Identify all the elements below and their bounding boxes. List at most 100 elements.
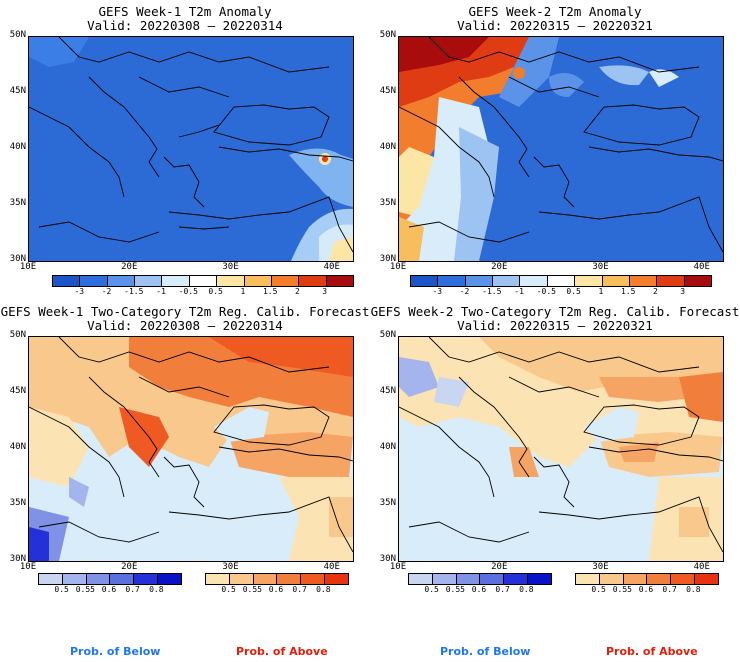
panel1-anomaly-tick: -1.5 <box>124 287 144 296</box>
colorbar-swatch <box>217 276 245 286</box>
panel4-coastlines <box>399 337 723 553</box>
colorbar-swatch <box>53 276 81 286</box>
panel3-below-colorbar <box>38 573 182 585</box>
colorbar-swatch <box>602 276 630 286</box>
panel4-below-tick: 0.7 <box>495 585 510 594</box>
panel3-lon-label: 30E <box>222 562 239 572</box>
colorbar-swatch <box>684 276 711 286</box>
panel2-map <box>398 36 724 262</box>
panel3-below-tick: 0.55 <box>75 585 95 594</box>
panel1-title: GEFS Week-1 T2m Anomaly <box>98 4 272 19</box>
colorbar-swatch <box>623 574 648 584</box>
panel4-above-colorbar <box>575 573 719 585</box>
panel4-map <box>398 336 724 562</box>
panel4-above-tick: 0.6 <box>638 585 654 594</box>
panel4-below-tick: 0.8 <box>519 585 534 594</box>
colorbar-swatch <box>206 574 230 584</box>
panel3-below-tick: 0.8 <box>149 585 164 594</box>
colorbar-swatch <box>504 574 529 584</box>
colorbar-swatch <box>299 276 327 286</box>
colorbar-swatch <box>135 276 163 286</box>
panel1-lat-label: 40N <box>9 142 26 152</box>
panel2-title: GEFS Week-2 T2m Anomaly <box>468 4 642 19</box>
colorbar-swatch <box>80 276 108 286</box>
colorbar-swatch <box>599 574 624 584</box>
panel3-below-tick: 0.5 <box>54 585 69 594</box>
panel2-anomaly-tick: -0.5 <box>536 287 556 296</box>
panel1-lon-label: 40E <box>323 262 340 272</box>
colorbar-swatch <box>229 574 254 584</box>
panel4-below-colorbar <box>408 573 552 585</box>
panel2-anomaly-tick: -3 <box>432 287 443 296</box>
panel2-anomaly-colorbar <box>410 275 712 287</box>
panel1-anomaly-colorbar <box>52 275 354 287</box>
colorbar-swatch <box>158 574 181 584</box>
panel3-below-caption: Prob. of Below <box>70 645 161 658</box>
panel4-lon-label: 30E <box>592 562 609 572</box>
colorbar-swatch <box>86 574 111 584</box>
panel4-valid: Valid: 20220315 – 20220321 <box>457 318 653 333</box>
panel3-lat-label: 45N <box>9 386 26 396</box>
panel1-lat-label: 45N <box>9 86 26 96</box>
colorbar-swatch <box>110 574 135 584</box>
panel1-lon-label: 30E <box>222 262 239 272</box>
panel4-below-tick: 0.6 <box>471 585 487 594</box>
panel4-lon-label: 10E <box>389 562 407 572</box>
panel2-lat-label: 30N <box>379 254 396 264</box>
panel4-title: GEFS Week-2 Two-Category T2m Reg. Calib.… <box>370 304 740 319</box>
panel3-above-tick: 0.7 <box>292 585 307 594</box>
panel2-lon-label: 40E <box>693 262 710 272</box>
panel1-anomaly-tick: -1 <box>156 287 166 296</box>
colorbar-swatch <box>438 276 466 286</box>
panel3-above-colorbar <box>205 573 349 585</box>
panel1-anomaly-tick: 1.5 <box>262 287 278 296</box>
panel4-below-caption: Prob. of Below <box>440 645 531 658</box>
panel4-below-tick: 0.55 <box>445 585 465 594</box>
panel2-anomaly-tick: 3 <box>680 287 686 296</box>
panel1-anomaly-tick: -0.5 <box>178 287 198 296</box>
panel1-lat-label: 50N <box>9 30 26 40</box>
panel3-lat-label: 35N <box>9 498 26 508</box>
panel2-lat-label: 45N <box>379 86 396 96</box>
panel2-lat-label: 40N <box>379 142 396 152</box>
panel3-lon-label: 20E <box>121 562 138 572</box>
panel4-above-tick: 0.55 <box>612 585 632 594</box>
panel3-above-tick: 0.5 <box>221 585 236 594</box>
panel2-anomaly-tick: -1 <box>514 287 524 296</box>
colorbar-swatch <box>253 574 278 584</box>
panel2-lon-label: 30E <box>592 262 609 272</box>
colorbar-swatch <box>244 276 272 286</box>
panel1-lat-label: 35N <box>9 198 26 208</box>
panel1-anomaly-tick: -3 <box>74 287 85 296</box>
panel1-anomaly-tick: 3 <box>322 287 328 296</box>
colorbar-swatch <box>629 276 658 286</box>
colorbar-swatch <box>575 276 603 286</box>
colorbar-swatch <box>39 574 63 584</box>
colorbar-swatch <box>107 276 136 286</box>
colorbar-swatch <box>62 574 87 584</box>
colorbar-swatch <box>301 574 326 584</box>
panel1-lon-label: 20E <box>121 262 138 272</box>
panel1-anomaly-tick: 1 <box>240 287 246 296</box>
panel3-above-tick: 0.8 <box>316 585 331 594</box>
panel1-anomaly-tick: -2 <box>101 287 112 296</box>
colorbar-swatch <box>480 574 505 584</box>
panel2-coastlines <box>399 37 723 253</box>
colorbar-swatch <box>411 276 439 286</box>
colorbar-swatch <box>695 574 718 584</box>
panel4-above-caption: Prob. of Above <box>606 645 698 658</box>
colorbar-swatch <box>326 276 353 286</box>
panel1-map <box>28 36 354 262</box>
colorbar-swatch <box>432 574 457 584</box>
panel4-lon-label: 40E <box>693 562 710 572</box>
panel3-lat-label: 50N <box>9 330 26 340</box>
colorbar-swatch <box>547 276 576 286</box>
panel1-coastlines <box>29 37 353 253</box>
colorbar-swatch <box>671 574 696 584</box>
panel4-above-tick: 0.8 <box>686 585 701 594</box>
colorbar-swatch <box>647 574 672 584</box>
panel4-lat-label: 50N <box>379 330 396 340</box>
panel3-lat-label: 30N <box>9 554 26 564</box>
panel2-lon-label: 20E <box>491 262 508 272</box>
panel3-above-tick: 0.55 <box>242 585 262 594</box>
